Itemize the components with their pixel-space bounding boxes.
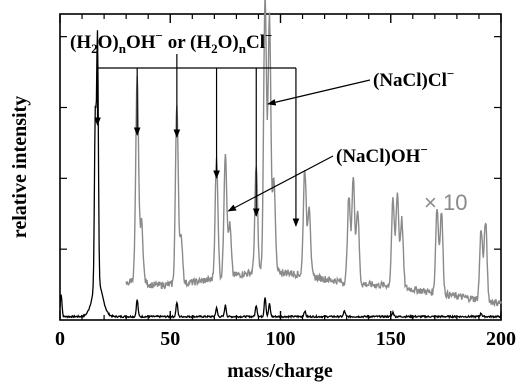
annotation-arrows bbox=[94, 54, 371, 227]
x-tick-label: 50 bbox=[160, 328, 180, 350]
cluster-annotation: (H2O)nOH− or (H2O)nCl− bbox=[70, 28, 272, 56]
series-x10-trace bbox=[125, 0, 502, 308]
x-tick-label: 150 bbox=[376, 328, 406, 350]
x-tick-label: 0 bbox=[55, 328, 65, 350]
nacl-cl-arrow bbox=[267, 79, 371, 106]
x-axis-title: mass/charge bbox=[227, 360, 333, 382]
series-layer bbox=[59, 0, 502, 320]
nacl-oh-annotation: (NaCl)OH− bbox=[336, 142, 428, 167]
series-main-trace bbox=[59, 30, 502, 320]
nacl-cl-annotation: (NaCl)Cl− bbox=[373, 66, 454, 91]
y-axis-title: relative intensity bbox=[9, 96, 31, 238]
x-tick-label: 100 bbox=[266, 328, 296, 350]
nacl-oh-arrow bbox=[227, 155, 334, 212]
x-tick-label: 200 bbox=[486, 328, 516, 350]
axis-ticks: 0 50 100 150 200 bbox=[55, 14, 516, 350]
scale-factor-label: × 10 bbox=[424, 190, 467, 215]
